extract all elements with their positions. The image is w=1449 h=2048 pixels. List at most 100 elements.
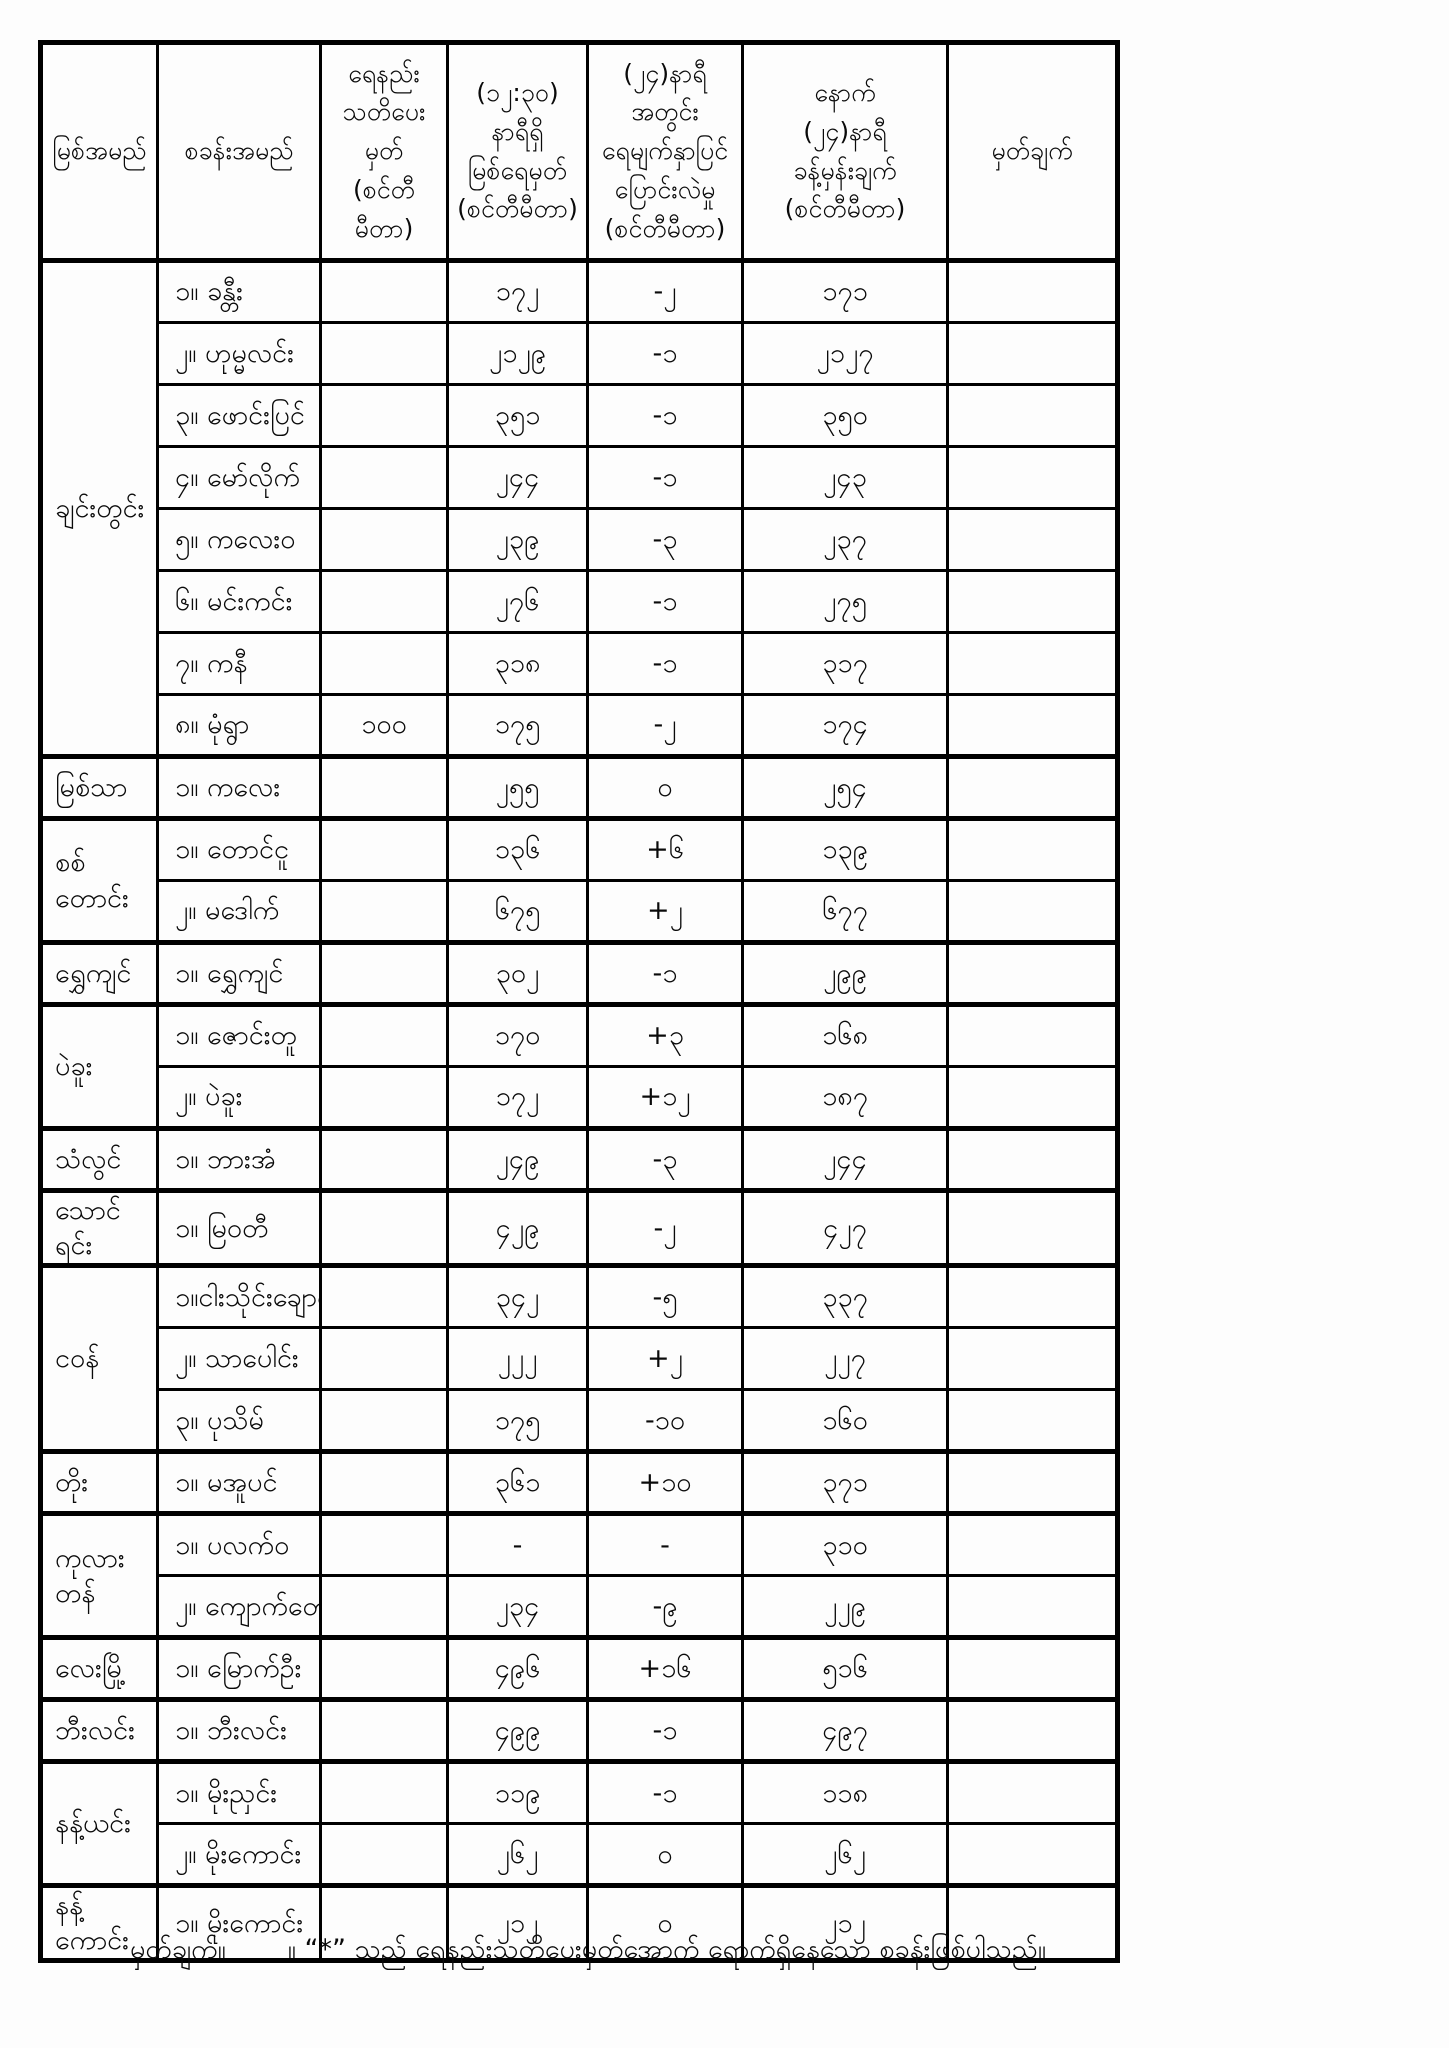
cell-station-name: ၁။ မြဝတီ: [156, 1187, 322, 1268]
cell-forecast-24h: ၃၅၀: [741, 383, 949, 448]
cell-change-24h: +၃: [586, 1002, 744, 1068]
cell-river-name: ဘီးလင်း: [39, 1697, 159, 1764]
cell-river-name: နန့်ယင်း: [39, 1759, 159, 1888]
cell-water-level: ၃၆၁: [446, 1449, 589, 1516]
cell-warning-mark: [319, 816, 449, 882]
cell-water-level: ၄၉၆: [446, 1635, 589, 1702]
cell-warning-mark: [319, 1126, 449, 1192]
cell-change-24h: -၁: [586, 383, 744, 448]
cell-warning-mark: [319, 1635, 449, 1702]
header-station: စခန်းအမည်: [156, 41, 322, 263]
cell-change-24h: -၃: [586, 1126, 744, 1192]
cell-river-name: တိုး: [39, 1449, 159, 1516]
cell-water-level: ၁၇၅: [446, 1388, 589, 1454]
cell-water-level: ၂၂၂: [446, 1326, 589, 1392]
cell-water-level: ၂၁၂၉: [446, 321, 589, 386]
cell-remark: [946, 1883, 1119, 1963]
cell-change-24h: -၁၀: [586, 1388, 744, 1454]
cell-forecast-24h: ၂၆၂: [741, 1822, 949, 1888]
cell-station-name: ၂။ ကျောက်တော်: [156, 1574, 322, 1640]
cell-remark: [946, 1326, 1119, 1392]
cell-forecast-24h: ၂၇၅: [741, 569, 949, 634]
cell-river-name: ငဝန်: [39, 1263, 159, 1454]
cell-water-level: ၁၇၀: [446, 1002, 589, 1068]
cell-remark: [946, 631, 1119, 696]
water-level-table: မြစ်အမည် စခန်းအမည် ရေနည်း သတိပေးမှတ် (စင…: [38, 40, 1120, 1964]
cell-forecast-24h: ၂၄၃: [741, 445, 949, 510]
cell-warning-mark: [319, 1574, 449, 1640]
cell-forecast-24h: ၁၆၈: [741, 1002, 949, 1068]
cell-change-24h: ၀: [586, 754, 744, 820]
cell-station-name: ၇။ ကနီ: [156, 631, 322, 696]
cell-change-24h: -၂: [586, 1187, 744, 1268]
cell-change-24h: -၁: [586, 1697, 744, 1764]
header-river: မြစ်အမည်: [39, 41, 159, 263]
cell-change-24h: -၁: [586, 1759, 744, 1826]
cell-forecast-24h: ၂၉၉: [741, 940, 949, 1006]
cell-station-name: ၁။ ခန္တီး: [156, 258, 322, 324]
cell-forecast-24h: ၆၇၇: [741, 879, 949, 944]
cell-remark: [946, 258, 1119, 324]
cell-forecast-24h: ၂၅၄: [741, 754, 949, 820]
cell-change-24h: ၀: [586, 1883, 744, 1963]
cell-warning-mark: [319, 940, 449, 1006]
cell-river-name: ပဲခူး: [39, 1002, 159, 1130]
cell-change-24h: -၁: [586, 569, 744, 634]
cell-river-name: မြစ်သာ: [39, 754, 159, 820]
cell-water-level: ၂၄၉: [446, 1126, 589, 1192]
cell-water-level: ၂၄၄: [446, 445, 589, 510]
cell-remark: [946, 1263, 1119, 1330]
cell-warning-mark: [319, 1187, 449, 1268]
cell-warning-mark: [319, 1065, 449, 1130]
cell-forecast-24h: ၂၃၇: [741, 507, 949, 572]
footnote-text: ။ “*” သည် ရေနည်းသတိပေးမှတ်အောက် ရောက်ရှိ…: [287, 1934, 1046, 1965]
cell-warning-mark: [319, 754, 449, 820]
cell-warning-mark: [319, 258, 449, 324]
cell-remark: [946, 1511, 1119, 1578]
cell-remark: [946, 1126, 1119, 1192]
table-row: ၇။ ကနီ ၃၁၈ -၁ ၃၁၇: [41, 631, 1119, 696]
cell-station-name: ၂။ မဒေါက်: [156, 879, 322, 944]
cell-remark: [946, 754, 1119, 820]
cell-warning-mark: [319, 1759, 449, 1826]
cell-water-level: ၁၇၂: [446, 1065, 589, 1130]
cell-forecast-24h: ၃၁၇: [741, 631, 949, 696]
cell-forecast-24h: ၂၂၉: [741, 1574, 949, 1640]
header-warning: ရေနည်း သတိပေးမှတ် (စင်တီမီတာ): [319, 41, 449, 263]
cell-warning-mark: [319, 1883, 449, 1963]
cell-river-name: ကုလားတန်: [39, 1511, 159, 1640]
cell-warning-mark: ၁၀၀: [319, 693, 449, 758]
cell-river-name: သံလွင်: [39, 1126, 159, 1192]
cell-station-name: ၁။ ဇောင်းတူ: [156, 1002, 322, 1068]
cell-station-name: ၂။ သာပေါင်း: [156, 1326, 322, 1392]
cell-water-level: ၄၉၉: [446, 1697, 589, 1764]
cell-water-level: -: [446, 1511, 589, 1578]
table-row: သံလွင် ၁။ ဘားအံ ၂၄၉ -၃ ၂၄၄: [39, 1126, 1119, 1192]
table-row: တိုး ၁။ မအူပင် ၃၆၁ +၁၀ ၃၇၁: [39, 1449, 1119, 1516]
footnote: မှတ်ချက်။ ။ “*” သည် ရေနည်းသတိပေးမှတ်အောက…: [130, 1932, 1210, 1972]
cell-change-24h: +၁၀: [586, 1449, 744, 1516]
cell-river-name: ရွှေကျင်: [39, 940, 159, 1006]
cell-warning-mark: [319, 569, 449, 634]
cell-remark: [946, 879, 1119, 944]
table-row: ဘီးလင်း ၁။ ဘီးလင်း ၄၉၉ -၁ ၄၉၇: [39, 1697, 1119, 1764]
cell-remark: [946, 816, 1119, 882]
cell-warning-mark: [319, 383, 449, 448]
cell-water-level: ၁၇၅: [446, 693, 589, 758]
cell-water-level: ၁၃၆: [446, 816, 589, 882]
cell-warning-mark: [319, 1511, 449, 1578]
cell-warning-mark: [319, 1326, 449, 1392]
cell-change-24h: -၁: [586, 321, 744, 386]
cell-warning-mark: [319, 1449, 449, 1516]
cell-warning-mark: [319, 1388, 449, 1454]
cell-change-24h: -၁: [586, 631, 744, 696]
cell-forecast-24h: ၂၂၇: [741, 1326, 949, 1392]
cell-change-24h: -: [586, 1511, 744, 1578]
cell-forecast-24h: ၁၈၇: [741, 1065, 949, 1130]
cell-river-name: သောင်ရင်း: [39, 1187, 159, 1268]
table-row: နန့်ကောင်း ၁။ မိုးကောင်း ၂၁၂၀၂၁၂: [39, 1883, 1119, 1963]
cell-station-name: ၁။ ဘားအံ: [156, 1126, 322, 1192]
cell-warning-mark: [319, 1263, 449, 1330]
table-row: လေးမြို့ ၁။ မြောက်ဦး ၄၉၆ +၁၆ ၅၁၆: [39, 1635, 1119, 1702]
